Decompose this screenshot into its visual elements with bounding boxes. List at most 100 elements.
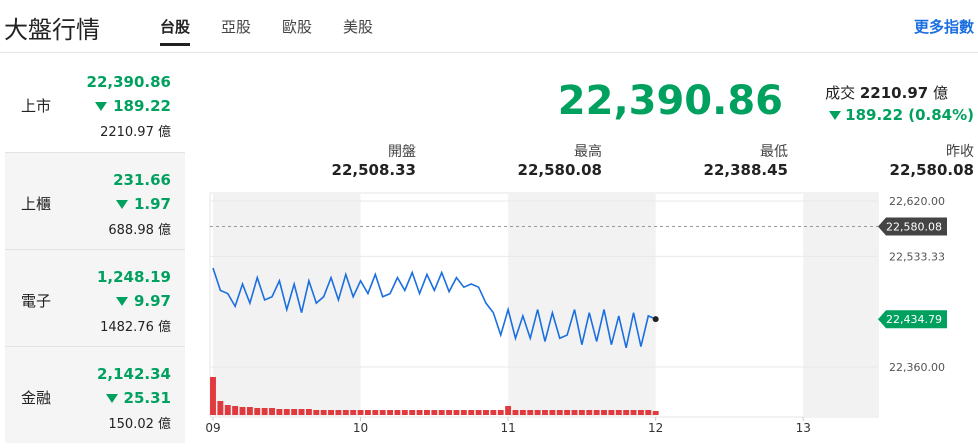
stat-value: 22,580.08 [517,161,602,179]
last-tag [878,310,947,329]
volume-bar [601,410,607,415]
divider [0,52,978,53]
volume-bar [542,410,548,415]
volume-label: 成交 [825,84,856,102]
market-card[interactable]: 金融 2,142.34 25.31 150.02 億 [5,346,185,443]
y-tick-label: 22,533.33 [889,250,945,263]
volume-bar [637,410,644,415]
last-point [652,316,659,323]
stat-value: 22,580.08 [889,161,974,179]
volume-bar [224,405,231,415]
price-line [212,267,656,349]
volume-bar [372,410,379,415]
volume-bar [571,410,578,415]
y-tick-label: 22,360.00 [889,361,945,374]
volume-bar [305,409,312,415]
market-price: 231.66 [113,171,171,189]
volume-info: 成交 2210.97 億 [825,82,948,103]
volume-bar [328,410,334,415]
market-name: 上櫃 [21,195,52,213]
volume-bar [276,409,283,415]
volume-bar [593,410,600,415]
volume-bar [313,410,320,415]
volume-bar [335,410,342,415]
volume-bar [475,410,482,415]
volume-bar [283,409,290,415]
market-change: 1.97 [115,195,171,213]
session-band [803,194,877,416]
market-volume: 2210.97 億 [100,125,171,140]
volume-bar [320,410,327,415]
volume-bar [483,410,489,415]
market-name: 電子 [21,292,52,310]
big-price: 22,390.86 [557,78,783,124]
x-tick-label: 11 [500,421,515,435]
volume-bar [254,408,261,415]
change-value: 9.97 [133,292,171,310]
reference-label: 22,580.08 [886,220,942,233]
volume-bar [490,410,497,415]
volume-bar [291,409,298,415]
volume-bar [623,410,630,415]
volume-bar [394,410,401,415]
volume-bar [210,377,216,415]
volume-bar [549,410,556,415]
volume-bar [534,410,541,415]
x-tick-label: 13 [796,421,811,435]
stat-label: 最低 [760,144,788,160]
market-card[interactable]: 上櫃 231.66 1.97 688.98 億 [5,152,185,249]
market-price: 1,248.19 [96,268,171,286]
down-icon [105,394,118,403]
volume-bar [431,410,438,415]
volume-bar [379,410,386,415]
change-info: 189.22 (0.84%) [829,106,974,124]
change-value: 1.97 [133,195,171,213]
volume-unit: 億 [932,84,948,102]
volume-bar [232,406,239,415]
volume-bar [564,410,571,415]
volume-bar [652,411,659,415]
chart: 22,620.00 22,533.33 22,360.00 09 10 11 12 13 22,… [205,192,947,435]
session-band [213,194,361,416]
x-tick-label: 10 [353,421,368,435]
stat-value: 22,508.33 [331,161,416,179]
stat-value: 22,388.45 [703,161,788,179]
volume-bar [217,401,224,415]
market-card[interactable]: 上市 22,390.86 189.22 2210.97 億 [5,55,185,151]
volume-bar [527,410,534,415]
volume-bar [342,410,349,415]
tab[interactable]: 台股 [160,16,191,46]
volume-bar [630,410,637,415]
market-card[interactable]: 電子 1,248.19 9.97 1482.76 億 [5,249,185,346]
volume-bar [497,410,504,415]
volume-bar [615,410,622,415]
down-icon [115,297,128,306]
market-change: 25.31 [105,389,171,407]
volume-value: 2210.97 [859,84,929,102]
volume-bar [424,410,430,415]
volume-bar [586,410,593,415]
change-value: 189.22 (0.84%) [845,106,974,124]
tab[interactable]: 歐股 [282,18,313,36]
stat-label: 開盤 [388,144,416,160]
session-band [508,194,656,416]
tab[interactable]: 亞股 [221,18,252,36]
volume-bar [438,410,445,415]
last-label: 22,434.79 [886,313,942,326]
x-tick-label: 12 [648,421,663,435]
market-price: 22,390.86 [86,73,171,91]
market-change: 9.97 [115,292,171,310]
volume-bar [468,410,475,415]
volume-bar [357,410,364,415]
reference-tag [878,217,947,236]
volume-bar [505,406,512,415]
tab[interactable]: 美股 [343,18,374,36]
volume-bar [298,409,305,415]
more-link[interactable]: 更多指數 [913,18,974,36]
volume-bar [578,410,585,415]
volume-bar [608,410,615,415]
volume-bar [239,407,246,415]
page-title: 大盤行情 [4,16,100,44]
stat-label: 昨收 [946,144,974,160]
